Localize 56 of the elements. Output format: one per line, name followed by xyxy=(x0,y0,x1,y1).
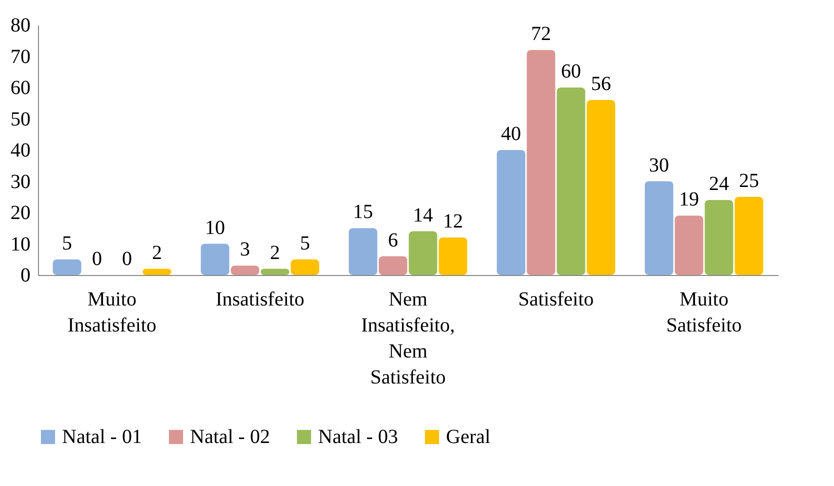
x-tick-label: Nem Insatisfeito, Nem Satisfeito xyxy=(361,288,455,388)
legend-label: Natal - 01 xyxy=(62,426,142,448)
data-label: 5 xyxy=(300,232,310,254)
data-label: 72 xyxy=(531,23,552,45)
data-label: 3 xyxy=(240,238,250,261)
data-label: 2 xyxy=(152,242,162,264)
y-tick-label: 20 xyxy=(10,202,30,224)
data-label: 25 xyxy=(738,170,759,192)
legend-label: Geral xyxy=(446,426,491,448)
x-tick-label: Muito Satisfeito xyxy=(666,288,742,336)
bar xyxy=(586,100,616,275)
y-tick-label: 30 xyxy=(10,170,30,193)
bar xyxy=(142,268,172,275)
y-tick-label: 10 xyxy=(10,233,30,256)
data-label: 10 xyxy=(205,216,226,239)
bar xyxy=(408,231,438,275)
y-tick-label: 60 xyxy=(10,77,30,99)
data-label: 24 xyxy=(708,173,729,195)
data-label: 19 xyxy=(679,188,700,211)
data-label: 12 xyxy=(442,210,463,232)
data-label: 5 xyxy=(62,232,72,254)
bar xyxy=(348,228,378,275)
bar xyxy=(674,216,704,275)
bar xyxy=(704,200,734,275)
x-tick-label: Insatisfeito xyxy=(216,288,304,310)
bar xyxy=(526,50,556,275)
data-label: 40 xyxy=(501,123,522,145)
bar xyxy=(378,256,408,275)
bar xyxy=(438,238,468,275)
x-tick-label: Satisfeito xyxy=(518,288,594,310)
bar xyxy=(52,259,82,275)
data-label: 2 xyxy=(270,242,280,264)
data-label: 56 xyxy=(590,73,611,95)
y-tick-label: 40 xyxy=(10,140,30,162)
legend-label: Natal - 03 xyxy=(318,426,398,448)
legend-label: Natal - 02 xyxy=(190,426,270,448)
y-tick-label: 80 xyxy=(10,14,30,36)
bar xyxy=(496,150,526,275)
data-label: 30 xyxy=(649,154,670,176)
data-label: 0 xyxy=(122,248,132,270)
data-label: 0 xyxy=(92,248,102,270)
y-tick-label: 0 xyxy=(20,264,30,286)
bar xyxy=(260,268,290,275)
data-label: 6 xyxy=(388,229,398,252)
y-tick-label: 70 xyxy=(10,46,30,68)
data-label: 15 xyxy=(353,201,374,224)
bar xyxy=(556,88,586,275)
bar xyxy=(290,259,320,275)
data-label: 60 xyxy=(560,60,581,82)
bar xyxy=(734,196,764,275)
y-tick-label: 50 xyxy=(10,108,30,130)
bar xyxy=(644,181,674,275)
bar xyxy=(230,266,260,275)
x-tick-label: Muito Insatisfeito xyxy=(68,288,156,336)
bar xyxy=(200,244,230,275)
data-label: 14 xyxy=(412,204,433,226)
